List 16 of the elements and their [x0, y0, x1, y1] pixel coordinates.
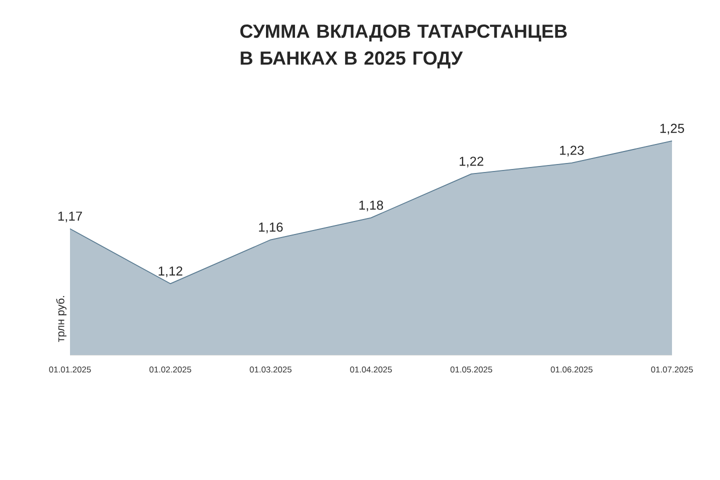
- x-tick-label: 01.06.2025: [550, 366, 593, 373]
- y-axis-title: трлн руб.: [56, 296, 66, 342]
- data-label: 1,18: [359, 200, 384, 212]
- chart-title: СУММА ВКЛАДОВ ТАТАРСТАНЦЕВ В БАНКАХ В 2025 ГОДУ: [240, 24, 567, 68]
- x-tick-label: 01.03.2025: [250, 366, 292, 373]
- data-label: 1,16: [259, 222, 283, 234]
- data-label: 1,12: [158, 266, 182, 278]
- data-label: 1,22: [460, 156, 484, 168]
- x-tick-label: 01.01.2025: [49, 366, 91, 373]
- x-tick-label: 01.07.2025: [651, 366, 693, 373]
- data-label: 1,23: [560, 146, 584, 156]
- x-tick-label: 01.05.2025: [450, 366, 492, 373]
- data-label: 1,25: [660, 124, 684, 134]
- data-label: 1,17: [58, 212, 82, 222]
- x-tick-label: 01.04.2025: [350, 366, 392, 373]
- x-tick-label: 01.02.2025: [149, 366, 192, 373]
